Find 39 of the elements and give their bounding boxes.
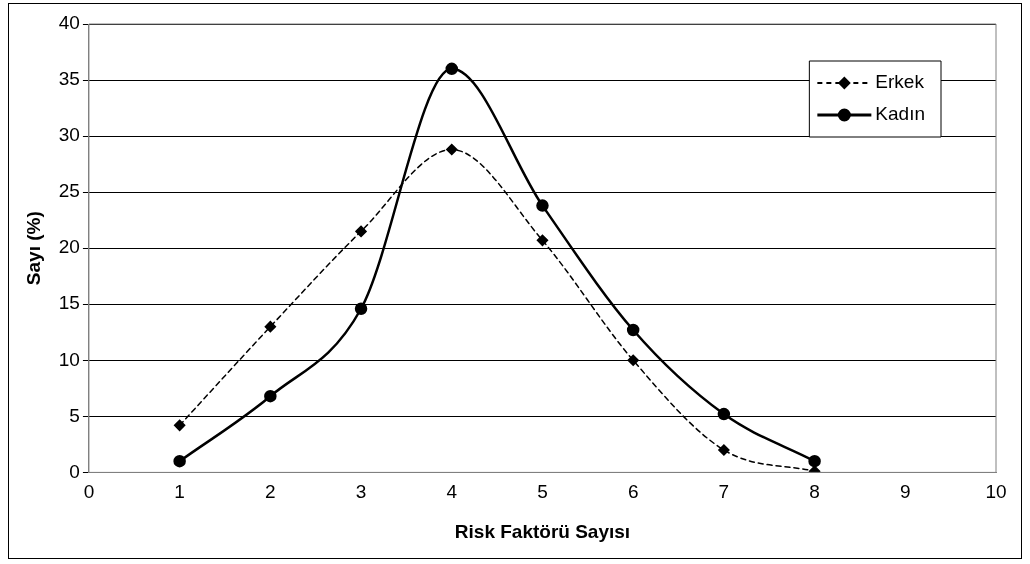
y-tick-label: 35 [58,68,80,90]
x-tick-label: 7 [718,481,730,503]
y-tick-label: 15 [58,292,80,314]
x-tick-label: 0 [83,481,95,503]
point [173,454,186,468]
y-tick-label: 20 [58,236,80,258]
point [718,444,730,456]
y-tick-label: 40 [58,12,80,34]
x-tick-label: 6 [627,481,639,503]
x-tick-label: 5 [537,481,548,503]
legend-label: Kadın [875,103,925,125]
x-tick-label: 1 [174,481,185,503]
y-tick-label: 30 [58,124,80,146]
x-axis-title: Risk Faktörü Sayısı [454,520,631,542]
x-tick-label: 9 [900,481,911,503]
point [445,62,459,76]
point [264,320,277,333]
x-tick-label: 8 [809,481,820,503]
point [355,225,367,238]
point [173,419,186,432]
point [717,407,731,421]
y-tick-label: 10 [58,348,80,370]
point [626,323,640,337]
y-tick-label: 25 [58,180,80,202]
point [446,143,458,156]
point [536,234,549,247]
y-tick-label: 0 [69,460,80,482]
x-tick-label: 4 [446,481,458,503]
point [354,302,368,315]
y-axis-title: Sayı (%) [22,211,44,286]
point [627,354,639,367]
point [536,199,549,212]
point [808,454,821,468]
x-tick-label: 3 [355,481,367,503]
x-tick-label: 10 [985,481,1007,503]
legend-label: Erkek [875,71,925,93]
x-tick-label: 2 [265,481,276,503]
point [264,389,277,403]
y-tick-label: 5 [69,404,80,426]
